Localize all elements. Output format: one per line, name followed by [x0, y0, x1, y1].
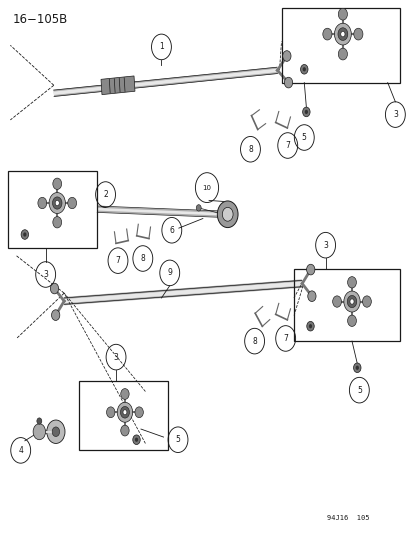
- Circle shape: [50, 283, 59, 294]
- Circle shape: [47, 420, 65, 443]
- Text: 3: 3: [43, 270, 48, 279]
- Circle shape: [33, 424, 45, 440]
- Text: 3: 3: [113, 353, 118, 361]
- Circle shape: [306, 321, 313, 331]
- Circle shape: [347, 315, 356, 326]
- Circle shape: [121, 389, 129, 399]
- Circle shape: [337, 48, 347, 60]
- Circle shape: [53, 178, 62, 189]
- Text: 3: 3: [323, 241, 327, 249]
- Text: 7: 7: [282, 334, 287, 343]
- Circle shape: [217, 201, 237, 228]
- Circle shape: [38, 197, 47, 209]
- Circle shape: [302, 107, 309, 117]
- Circle shape: [304, 110, 307, 114]
- Circle shape: [106, 407, 115, 418]
- Circle shape: [337, 28, 347, 41]
- Circle shape: [55, 200, 59, 206]
- Circle shape: [347, 295, 356, 308]
- Circle shape: [135, 407, 143, 418]
- Text: 4: 4: [18, 446, 23, 455]
- Circle shape: [353, 363, 360, 373]
- Text: 6: 6: [169, 226, 174, 235]
- Text: 8: 8: [140, 254, 145, 263]
- Circle shape: [349, 299, 353, 304]
- Circle shape: [302, 67, 305, 71]
- Text: 7: 7: [285, 141, 290, 150]
- Circle shape: [353, 28, 362, 40]
- Circle shape: [362, 296, 370, 307]
- Bar: [8, 171, 97, 248]
- Circle shape: [222, 207, 233, 221]
- Text: 16−105B: 16−105B: [12, 13, 67, 26]
- Text: 3: 3: [392, 110, 397, 119]
- Circle shape: [23, 232, 26, 237]
- Circle shape: [307, 291, 315, 302]
- Circle shape: [284, 77, 292, 88]
- Text: 1: 1: [159, 43, 164, 51]
- Circle shape: [308, 324, 311, 328]
- Text: 9: 9: [167, 269, 172, 277]
- Circle shape: [21, 230, 28, 239]
- Polygon shape: [101, 76, 135, 95]
- Circle shape: [196, 205, 201, 211]
- Circle shape: [52, 427, 59, 437]
- Text: 7: 7: [115, 256, 120, 265]
- Bar: [78, 381, 167, 450]
- Circle shape: [334, 23, 351, 45]
- Circle shape: [121, 425, 129, 436]
- Bar: [281, 8, 399, 83]
- Circle shape: [355, 366, 358, 370]
- Circle shape: [332, 296, 341, 307]
- Text: 2: 2: [103, 190, 108, 199]
- Circle shape: [340, 31, 344, 37]
- Circle shape: [123, 410, 126, 415]
- Text: 5: 5: [356, 386, 361, 394]
- Circle shape: [135, 438, 138, 442]
- Text: 5: 5: [301, 133, 306, 142]
- Circle shape: [306, 264, 314, 275]
- Circle shape: [53, 216, 62, 228]
- Circle shape: [120, 407, 129, 418]
- Circle shape: [343, 291, 359, 312]
- Circle shape: [52, 197, 62, 209]
- Circle shape: [68, 197, 76, 209]
- Circle shape: [337, 9, 347, 20]
- Circle shape: [347, 277, 356, 288]
- Circle shape: [322, 28, 331, 40]
- Circle shape: [37, 418, 42, 424]
- Circle shape: [117, 402, 133, 422]
- Text: 10: 10: [202, 184, 211, 191]
- Circle shape: [51, 310, 59, 320]
- Bar: [293, 269, 399, 341]
- Circle shape: [133, 435, 140, 445]
- Circle shape: [300, 64, 307, 74]
- Text: 8: 8: [252, 337, 256, 345]
- Circle shape: [49, 192, 65, 214]
- Text: 5: 5: [175, 435, 180, 444]
- Text: 94J16  105: 94J16 105: [326, 515, 369, 521]
- Circle shape: [282, 51, 290, 61]
- Text: 8: 8: [247, 145, 252, 154]
